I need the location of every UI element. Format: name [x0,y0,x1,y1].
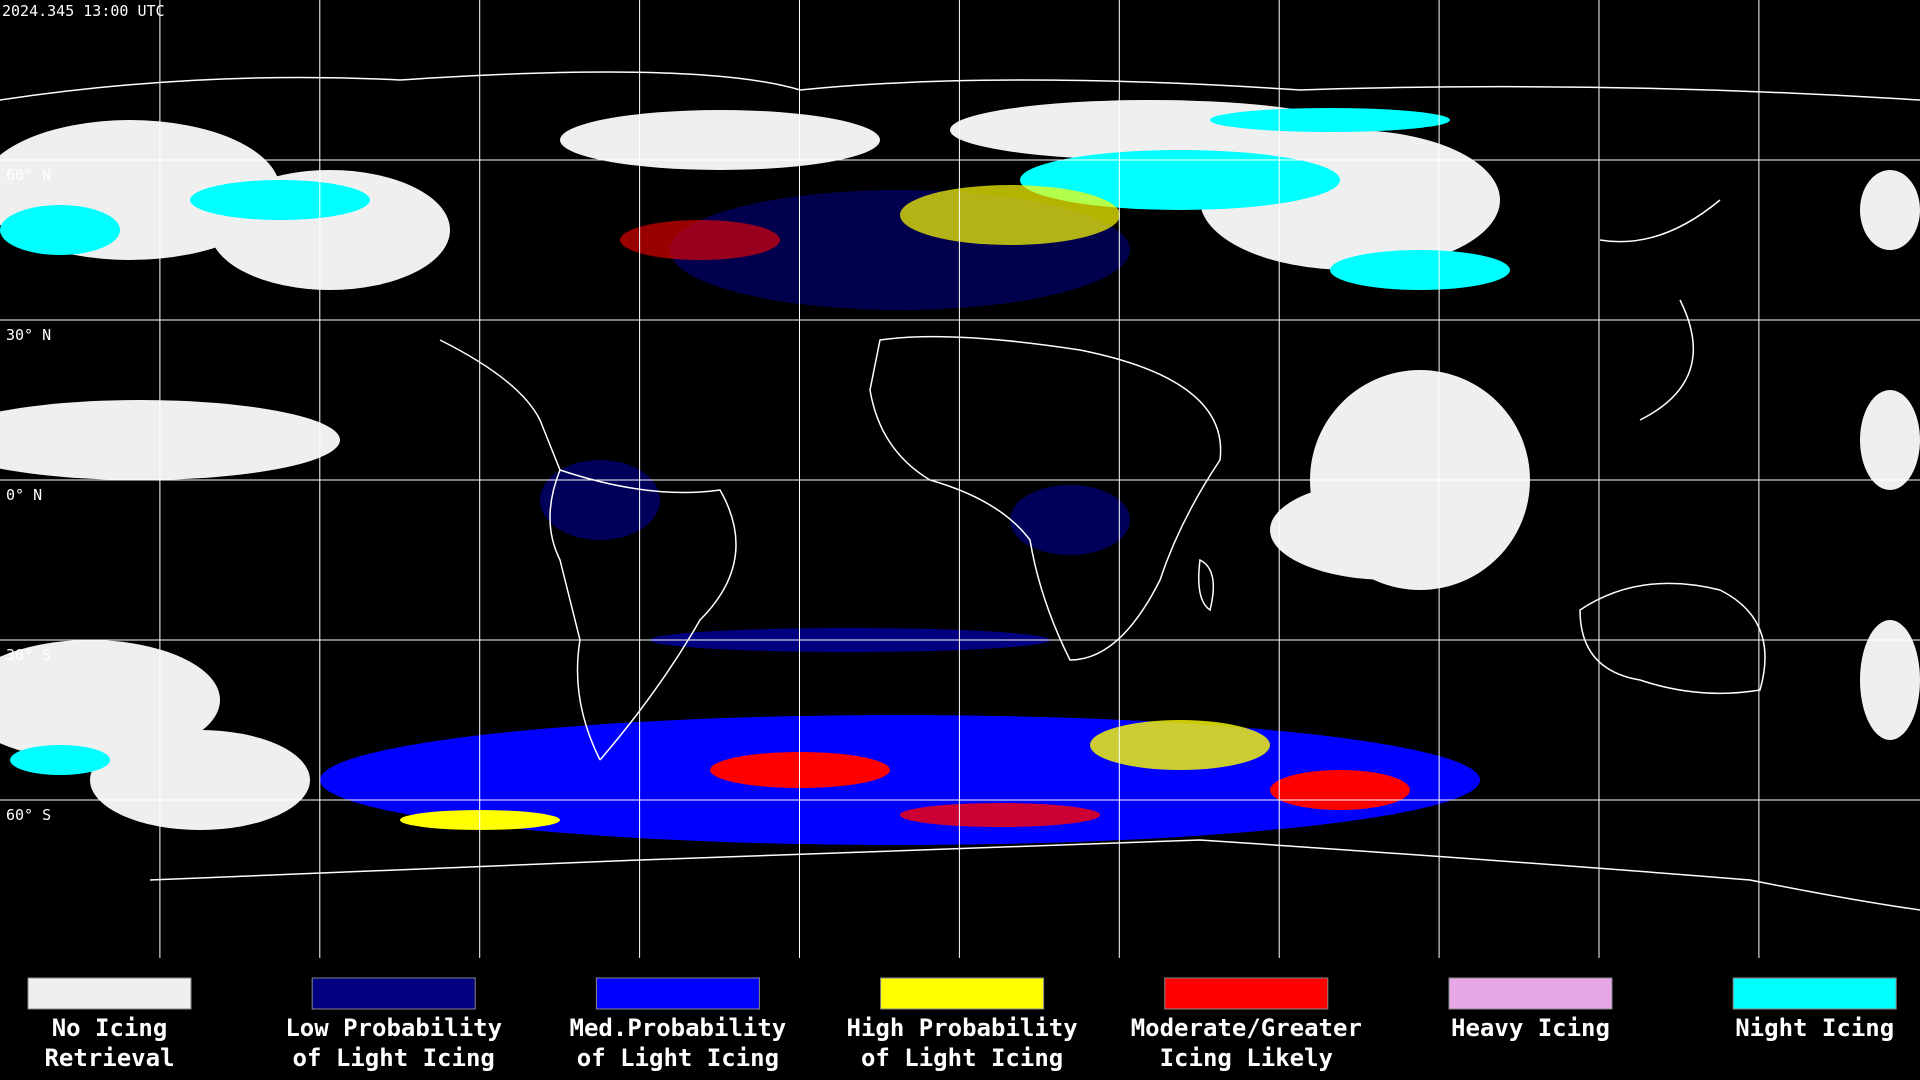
icing-retrievals [320,185,1480,845]
legend-label: of Light Icing [293,1044,495,1072]
legend-swatch [1732,977,1897,1010]
latitude-label: 0° N [6,486,42,504]
coverage-region [0,100,1540,850]
latitude-label: 60° S [6,806,51,824]
legend-label: High Probability [847,1014,1078,1042]
coastlines [0,71,1920,911]
map-imagery [0,71,1920,911]
legend-swatch [27,977,192,1010]
latitude-label: 60° N [6,166,51,184]
no-icing-clouds [0,100,1920,830]
legend-swatch [311,977,476,1010]
latitude-label: 30° N [6,326,51,344]
legend-label: Heavy Icing [1451,1014,1610,1042]
legend-label: Med.Probability [570,1014,787,1042]
legend-label: Night Icing [1735,1014,1894,1042]
legend-label: Moderate/Greater [1131,1014,1362,1042]
legend-label: of Light Icing [861,1044,1063,1072]
latitude-label: 30° S [6,646,51,664]
legend-label: Retrieval [44,1044,174,1072]
legend-swatch [595,977,760,1010]
legend-label: No Icing [52,1014,168,1042]
legend-label: of Light Icing [577,1044,779,1072]
timestamp: 2024.345 13:00 UTC [2,2,165,20]
legend-swatch [1164,977,1329,1010]
graticule [0,0,1920,958]
legend-label: Icing Likely [1160,1044,1333,1072]
legend-label: Low Probability [285,1014,502,1042]
night-icing-clouds [0,108,1510,775]
legend-swatch [1448,977,1613,1010]
legend-swatch [880,977,1045,1010]
